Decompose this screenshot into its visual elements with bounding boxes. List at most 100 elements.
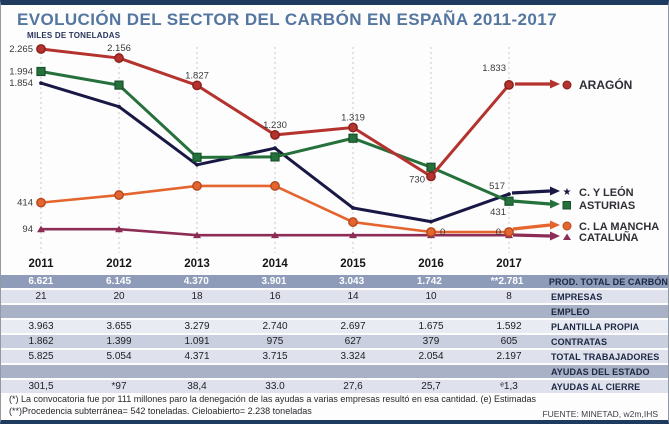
data-point-C. LA MANCHA <box>36 197 46 208</box>
data-point-C. LA MANCHA <box>114 190 124 200</box>
legend-circle-icon <box>562 221 572 231</box>
row-label: EMPLEO <box>551 306 590 317</box>
table-cell: 1.399 <box>106 336 132 347</box>
data-point-ASTURIAS <box>114 80 124 90</box>
value-label: 431 <box>490 207 506 218</box>
data-point-C. Y LEÓN <box>117 104 121 109</box>
row-label: TOTAL TRABAJADORES <box>551 351 660 362</box>
legend-square-icon <box>562 201 571 210</box>
table-cell: ᵉ1,3 <box>500 381 518 392</box>
table-row: 1.862 1.399 1.091 975 627 379 605 CONTRATAS <box>1 335 668 348</box>
row-label: AYUDAS DEL ESTADO <box>551 366 650 377</box>
table-cell: 16 <box>269 291 281 302</box>
table-cell: 3.963 <box>28 321 54 332</box>
table-cell: 6.145 <box>106 276 132 287</box>
data-point-C. LA MANCHA <box>270 181 280 191</box>
value-label: 730 <box>409 174 425 185</box>
data-point-CATALUÑA <box>349 231 357 239</box>
legend-label-C. LA MANCHA: C. LA MANCHA <box>579 221 659 233</box>
table-row: 3.963 3.655 3.279 2.740 2.697 1.675 1.592 PLANT… <box>1 320 668 333</box>
table-cell: 38,4 <box>187 381 207 392</box>
year-header: 2013 <box>184 258 210 270</box>
value-label: 0 <box>496 227 501 238</box>
value-label: 0 <box>440 227 445 238</box>
value-label: 414 <box>17 198 33 209</box>
data-table: 2011 2012 2013 2014 2015 2016 2017 6.621 6.145 4.… <box>1 257 668 395</box>
table-cell: 301,5 <box>28 381 54 392</box>
legend-label-ARAGÓN: ARAGÓN <box>579 77 632 92</box>
legend-label-CATALUÑA: CATALUÑA <box>579 231 639 244</box>
year-header: 2014 <box>262 258 288 270</box>
table-cell: 33.0 <box>265 381 285 392</box>
table-cell: 3.655 <box>106 321 132 332</box>
data-point-ARAGÓN <box>192 80 202 91</box>
year-header: 2011 <box>28 258 54 270</box>
table-cell: 2.197 <box>496 351 522 362</box>
data-point-C. LA MANCHA <box>504 227 514 237</box>
table-cell: 25,7 <box>421 381 441 392</box>
data-point-C. LA MANCHA <box>192 181 202 191</box>
legend-label-C. Y LEÓN: C. Y LEÓN <box>579 186 634 199</box>
table-cell: *97 <box>111 381 127 392</box>
footnotes: (*) La convocatoria fue por 111 millones… <box>9 394 660 417</box>
value-label: 517 <box>489 181 505 192</box>
table-row: 301,5 *97 38,4 33.0 27,6 25,7 ᵉ1,3 AYUDAS AL CI… <box>1 380 668 393</box>
page-title: EVOLUCIÓN DEL SECTOR DEL CARBÓN EN ESPAÑ… <box>17 10 557 29</box>
coal-evolution-line-chart: 94 414 0 0 1.854 517 1.994 431 2.265 2.156 1.827 1.… <box>9 43 659 253</box>
table-cell: 4.371 <box>184 351 210 362</box>
table-cell: 14 <box>347 291 359 302</box>
table-row: EMPLEO <box>1 305 668 318</box>
value-label: 1.854 <box>9 78 33 89</box>
table-cell: 10 <box>425 291 437 302</box>
table-cell: 2.054 <box>418 351 444 362</box>
data-point-C. LA MANCHA <box>426 227 436 237</box>
footnote-1: (*) La convocatoria fue por 111 millones… <box>9 394 536 404</box>
table-cell: 2.740 <box>262 321 288 332</box>
chart-units-label: MILES DE TONELADAS <box>27 31 121 40</box>
legend-arrow-C. Y LEÓN <box>511 189 551 195</box>
data-point-C. LA MANCHA <box>348 217 358 227</box>
table-cell: 27,6 <box>343 381 363 392</box>
data-point-CATALUÑA <box>271 231 279 239</box>
data-point-ARAGÓN <box>348 122 358 133</box>
table-cell: 4.370 <box>183 276 209 287</box>
table-cell: 2.697 <box>340 321 366 332</box>
table-cell: 3.901 <box>261 276 287 287</box>
legend-arrowhead-icon <box>550 231 560 241</box>
legend-arrowhead-icon <box>550 199 560 209</box>
value-label: 2.265 <box>9 44 33 55</box>
data-point-ASTURIAS <box>426 162 436 172</box>
table-cell: 1.742 <box>416 276 442 287</box>
table-row: 21 20 18 16 14 10 8 EMPRESAS <box>1 290 668 303</box>
table-cell: 5.054 <box>106 351 132 362</box>
value-label: 1.994 <box>9 66 33 77</box>
legend-star-icon: ★ <box>563 187 572 198</box>
table-row: AYUDAS DEL ESTADO <box>1 365 668 378</box>
row-label: PROD. TOTAL DE CARBÓN <box>548 276 669 287</box>
table-cell: 3.324 <box>340 351 366 362</box>
row-label: CONTRATAS <box>551 336 608 347</box>
table-year-header: 2011 2012 2013 2014 2015 2016 2017 <box>1 257 668 272</box>
value-label: 1.827 <box>185 70 209 81</box>
data-point-ARAGÓN <box>270 130 280 140</box>
data-point-C. Y LEÓN <box>507 192 511 196</box>
table-cell: 627 <box>344 336 362 347</box>
year-header: 2016 <box>418 258 444 270</box>
data-point-ARAGÓN <box>36 44 46 54</box>
data-point-ASTURIAS <box>270 152 280 162</box>
value-label: 1.319 <box>341 113 365 124</box>
table-cell: 975 <box>266 336 284 347</box>
value-label: 1.230 <box>263 120 287 131</box>
data-point-C. Y LEÓN <box>429 219 433 224</box>
data-point-ARAGÓN <box>426 171 436 182</box>
table-cell: 18 <box>191 291 203 302</box>
source-credit: FUENTE: MINETAD, w2m,IHS <box>542 409 658 419</box>
data-point-ASTURIAS <box>192 152 202 162</box>
table-cell: 1.592 <box>496 321 522 332</box>
table-cell: 605 <box>500 336 518 347</box>
data-point-CATALUÑA <box>115 225 123 233</box>
row-label: EMPRESAS <box>551 291 603 302</box>
table-cell: 20 <box>113 291 125 302</box>
legend-arrow-CATALUÑA <box>512 233 551 238</box>
